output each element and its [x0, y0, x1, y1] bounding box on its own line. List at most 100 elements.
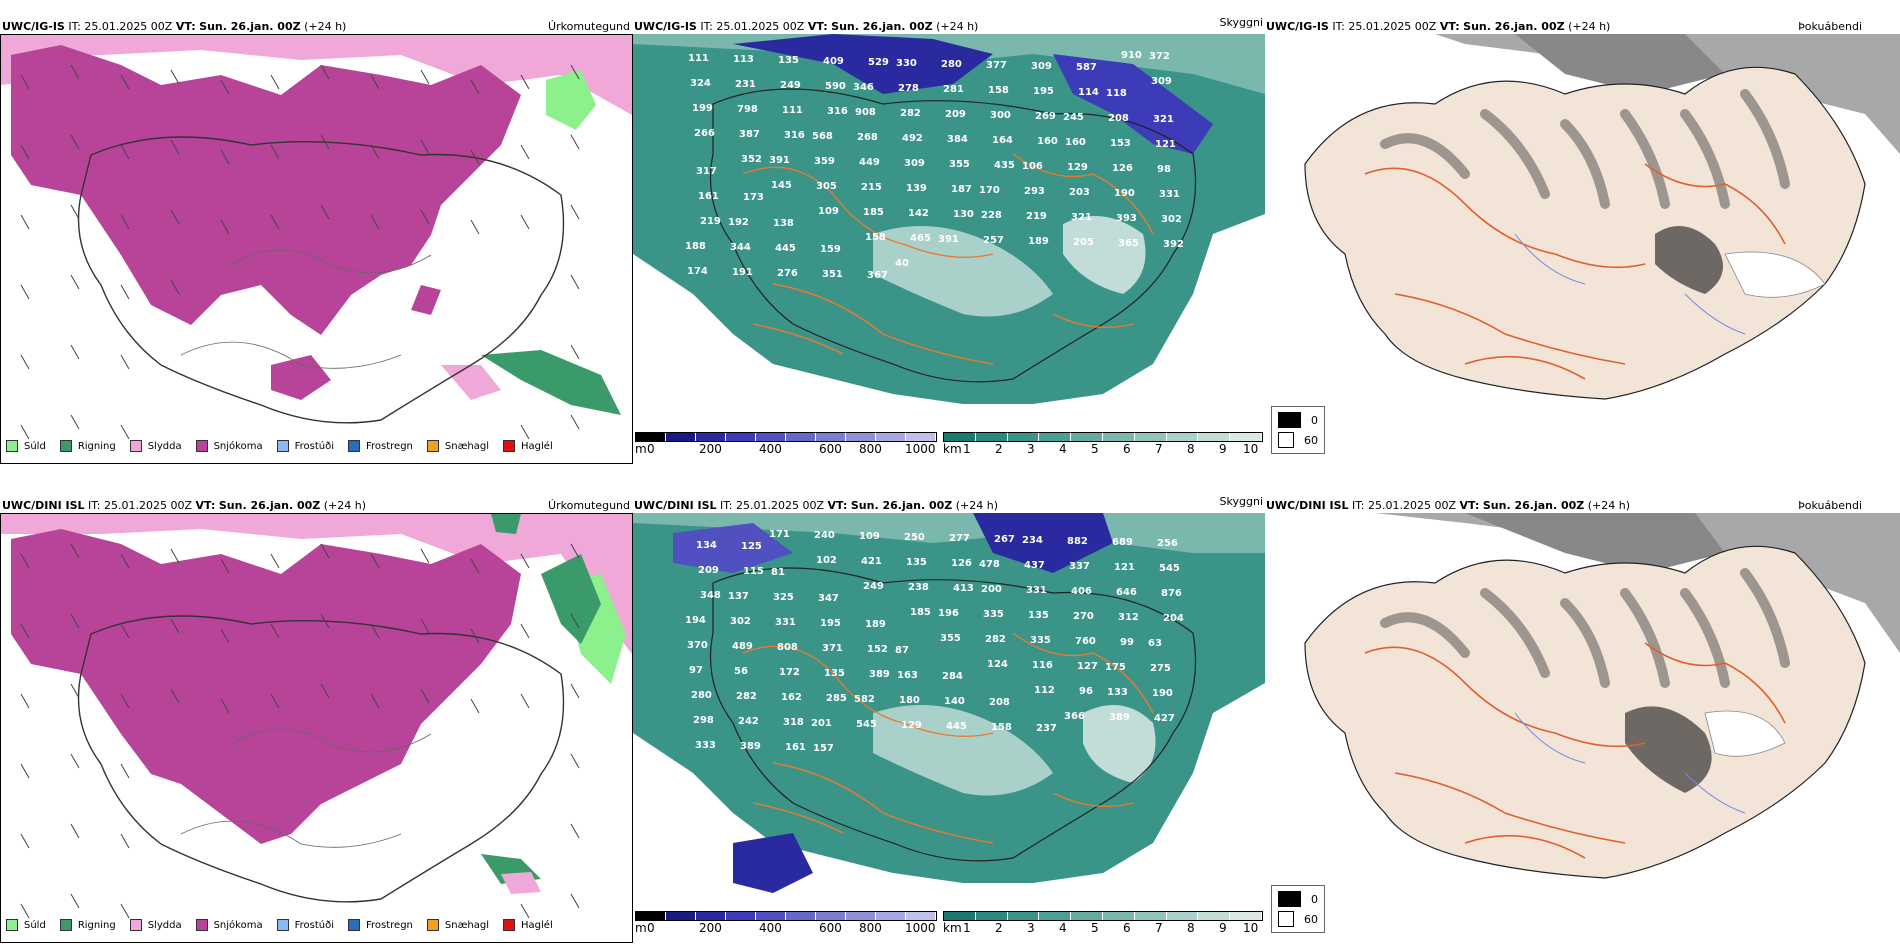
cloud-base-label: 134 — [696, 540, 717, 551]
cloud-base-label: 174 — [687, 266, 708, 277]
cloud-base-label: 219 — [700, 216, 721, 227]
cloud-base-label: 137 — [728, 591, 749, 602]
cloudbase-tick: 1000 — [905, 921, 936, 935]
cloud-base-label: 282 — [985, 634, 1006, 645]
visibility-tick: 1 — [963, 921, 971, 935]
cloud-base-label: 133 — [1107, 687, 1128, 698]
vt-value: Sun. 26.jan. 00Z — [218, 499, 321, 512]
cloud-base-label: 582 — [854, 694, 875, 705]
legend-item-frostregn: Frostregn — [348, 440, 413, 452]
legend-item-rigning: Rigning — [59, 440, 116, 452]
cloud-base-label: 268 — [857, 132, 878, 143]
cloud-base-label: 367 — [867, 270, 888, 281]
cloud-base-label: 445 — [775, 243, 796, 254]
it-value: 25.01.2025 00Z — [84, 20, 173, 33]
cloud-base-label: 275 — [1150, 663, 1171, 674]
vt-label: VT: — [175, 20, 196, 33]
legend-item-sudl: Súld — [6, 440, 46, 452]
cloud-base-label: 112 — [1034, 685, 1055, 696]
cloud-base-label: 135 — [778, 55, 799, 66]
model-name: UWC/IG-IS — [634, 20, 697, 33]
cloud-base-label: 173 — [743, 192, 764, 203]
it-label: IT: — [1332, 20, 1345, 33]
cloud-base-label: 205 — [1073, 237, 1094, 248]
legend-item-frostregn: Frostregn — [348, 919, 413, 931]
model-name: UWC/DINI ISL — [2, 499, 85, 512]
cloud-base-label: 96 — [1079, 686, 1093, 697]
cloud-base-label: 309 — [904, 158, 925, 169]
cloudbase-tick: 200 — [699, 442, 722, 456]
cloud-base-label: 321 — [1071, 212, 1092, 223]
fog-map-graphic — [1265, 34, 1900, 414]
model-name: UWC/IG-IS — [2, 20, 65, 33]
cloud-base-label: 109 — [818, 206, 839, 217]
cloud-base-label: 302 — [1161, 214, 1182, 225]
cloud-base-label: 194 — [685, 615, 706, 626]
legend-item-slydda: Slydda — [129, 440, 182, 452]
legend-item-haglel: Haglél — [503, 440, 553, 452]
cloud-base-label: 348 — [700, 590, 721, 601]
visibility-map[interactable]: 111 113 135 409 529 330 280 377 309 587 910 372 324 2… — [633, 34, 1265, 429]
cloud-base-label: 316 — [784, 130, 805, 141]
it-label: IT: — [720, 499, 733, 512]
cloudbase-tick: 600 — [819, 442, 842, 456]
cloud-base-label: 377 — [986, 60, 1007, 71]
cloud-base-label: 163 — [897, 670, 918, 681]
cloud-base-label: 158 — [865, 232, 886, 243]
cloud-base-label: 365 — [1118, 238, 1139, 249]
fog-map[interactable] — [1265, 34, 1900, 414]
cloud-base-label: 545 — [1159, 563, 1180, 574]
legend-swatch — [59, 440, 72, 452]
cloud-base-label: 208 — [989, 697, 1010, 708]
cloud-base-label: 157 — [813, 743, 834, 754]
cloudbase-strip — [635, 911, 937, 921]
legend-swatch — [6, 440, 18, 452]
cloud-base-label: 318 — [783, 717, 804, 728]
cloud-base-label: 312 — [1118, 612, 1139, 623]
cloud-base-label: 337 — [1069, 561, 1090, 572]
legend-swatch — [129, 919, 142, 931]
cloud-base-label: 140 — [944, 696, 965, 707]
cloud-base-label: 250 — [904, 532, 925, 543]
fog-map[interactable] — [1265, 513, 1900, 893]
cloud-base-label: 237 — [1036, 723, 1057, 734]
visibility-tick: 9 — [1219, 442, 1227, 456]
it-value: 25.01.2025 00Z — [716, 20, 805, 33]
cloud-base-label: 171 — [769, 529, 790, 540]
precip-type-panel-row2: UWC/DINI ISL IT: 25.01.2025 00Z VT: Sun.… — [0, 493, 633, 943]
cloud-base-label: 285 — [826, 693, 847, 704]
cloud-base-label: 393 — [1116, 213, 1137, 224]
cloud-base-label: 115 — [743, 566, 764, 577]
cloud-base-label: 135 — [1028, 610, 1049, 621]
visibility-tick: 9 — [1219, 921, 1227, 935]
cloud-base-label: 99 — [1120, 637, 1134, 648]
cloud-base-label: 351 — [822, 269, 843, 280]
precip-map[interactable] — [0, 513, 633, 943]
it-value: 25.01.2025 00Z — [736, 499, 825, 512]
cloudbase-tick: 600 — [819, 921, 842, 935]
cloud-base-label: 195 — [820, 618, 841, 629]
visibility-map[interactable]: 134 125 171 240 109 250 277 267 234 882 689 256 209 1… — [633, 513, 1265, 908]
cloud-base-label: 219 — [1026, 211, 1047, 222]
cloud-base-label: 302 — [730, 616, 751, 627]
vt-label: VT: — [807, 20, 828, 33]
cloud-base-label: 231 — [735, 79, 756, 90]
panel-header: UWC/DINI ISL IT: 25.01.2025 00Z VT: Sun.… — [2, 499, 366, 513]
cloud-base-label: 389 — [869, 669, 890, 680]
precip-map[interactable] — [0, 34, 633, 464]
visibility-tick: 2 — [995, 921, 1003, 935]
model-name: UWC/IG-IS — [1266, 20, 1329, 33]
cloud-base-label: 161 — [785, 742, 806, 753]
visibility-tick: 10 — [1243, 442, 1259, 456]
panel-header: UWC/DINI ISL IT: 25.01.2025 00Z VT: Sun.… — [1266, 499, 1630, 513]
legend-swatch — [348, 919, 360, 931]
cloud-base-label: 106 — [1022, 161, 1043, 172]
it-label: IT: — [700, 20, 713, 33]
cloud-base-label: 267 — [994, 534, 1015, 545]
cloud-base-label: 242 — [738, 716, 759, 727]
cloud-base-label: 409 — [823, 56, 844, 67]
cloud-base-labels: 111 113 135 409 529 330 280 377 309 587 910 372 324 2… — [685, 50, 1184, 281]
cloud-base-label: 449 — [859, 157, 880, 168]
cloud-base-label: 347 — [818, 593, 839, 604]
cloud-base-label: 185 — [863, 207, 884, 218]
